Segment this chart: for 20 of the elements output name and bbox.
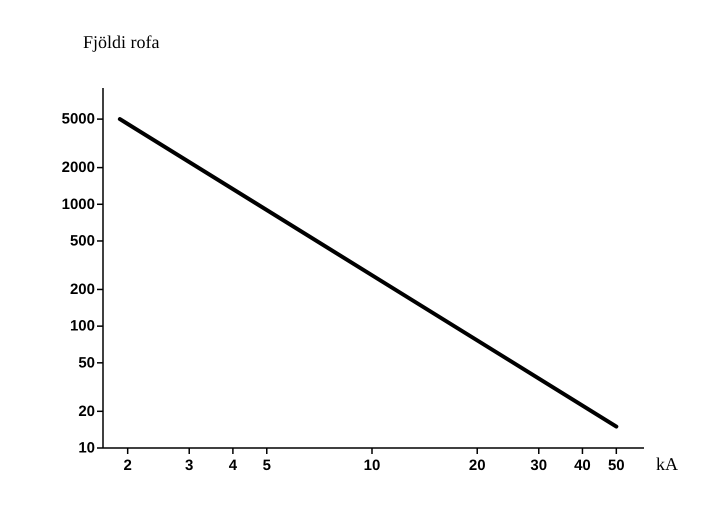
y-tick-label: 20 xyxy=(78,402,95,420)
y-tick-label: 100 xyxy=(70,318,95,335)
x-tick-label: 10 xyxy=(364,457,380,474)
y-tick-label: 200 xyxy=(70,280,95,298)
x-tick-label: 50 xyxy=(608,457,625,474)
x-tick-label: 4 xyxy=(228,457,238,474)
x-tick-label: 40 xyxy=(574,457,591,474)
y-tick-label: 1000 xyxy=(62,196,95,213)
x-tick-label: 20 xyxy=(468,457,486,474)
x-tick-label: 5 xyxy=(262,457,271,474)
y-tick-label: 50 xyxy=(78,354,95,372)
y-tick-label: 2000 xyxy=(62,159,95,176)
x-tick-label: 30 xyxy=(530,457,548,474)
y-tick-label: 500 xyxy=(70,232,95,250)
x-tick-label: 2 xyxy=(124,457,132,474)
x-tick-label: 3 xyxy=(185,457,194,474)
y-tick-label: 5000 xyxy=(62,110,95,128)
x-axis-title: kA xyxy=(656,454,678,474)
y-tick-label: 10 xyxy=(78,440,95,456)
y-axis-title: Fjöldi rofa xyxy=(83,32,160,52)
